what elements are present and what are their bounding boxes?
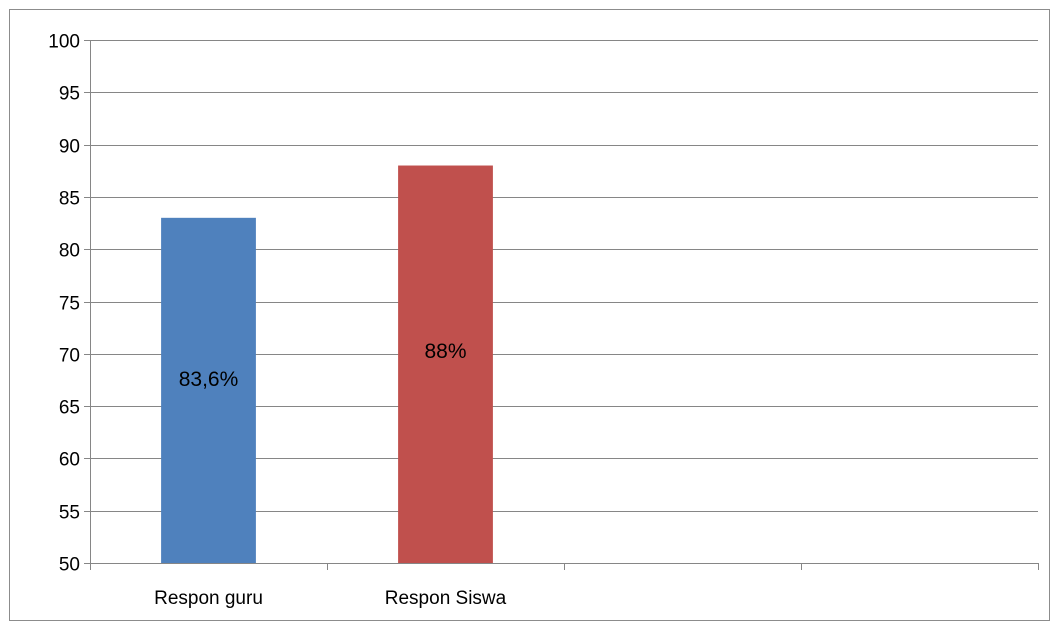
bar xyxy=(398,165,493,563)
y-tick-label: 60 xyxy=(59,450,80,471)
bar xyxy=(161,217,256,563)
x-tick-label: Respon guru xyxy=(154,588,263,609)
y-tick-label: 90 xyxy=(59,137,80,158)
y-tick-label: 55 xyxy=(59,503,80,524)
y-tick-label: 70 xyxy=(59,346,80,367)
y-tick-label: 50 xyxy=(59,555,80,576)
y-tick-label: 75 xyxy=(59,294,80,315)
data-label: 88% xyxy=(424,340,466,363)
y-tick-label: 65 xyxy=(59,398,80,419)
x-tick-label: Respon Siswa xyxy=(385,588,507,609)
data-label: 83,6% xyxy=(179,368,239,391)
bars xyxy=(161,165,493,563)
axes xyxy=(84,40,1039,570)
y-tick-label: 80 xyxy=(59,241,80,262)
y-tick-label: 85 xyxy=(59,189,80,210)
labels: 50 55 60 65 70 75 80 85 90 95 100 83,6% Respon guru 8… xyxy=(48,32,506,610)
y-tick-label: 95 xyxy=(59,84,80,105)
y-tick-label: 100 xyxy=(48,32,80,53)
